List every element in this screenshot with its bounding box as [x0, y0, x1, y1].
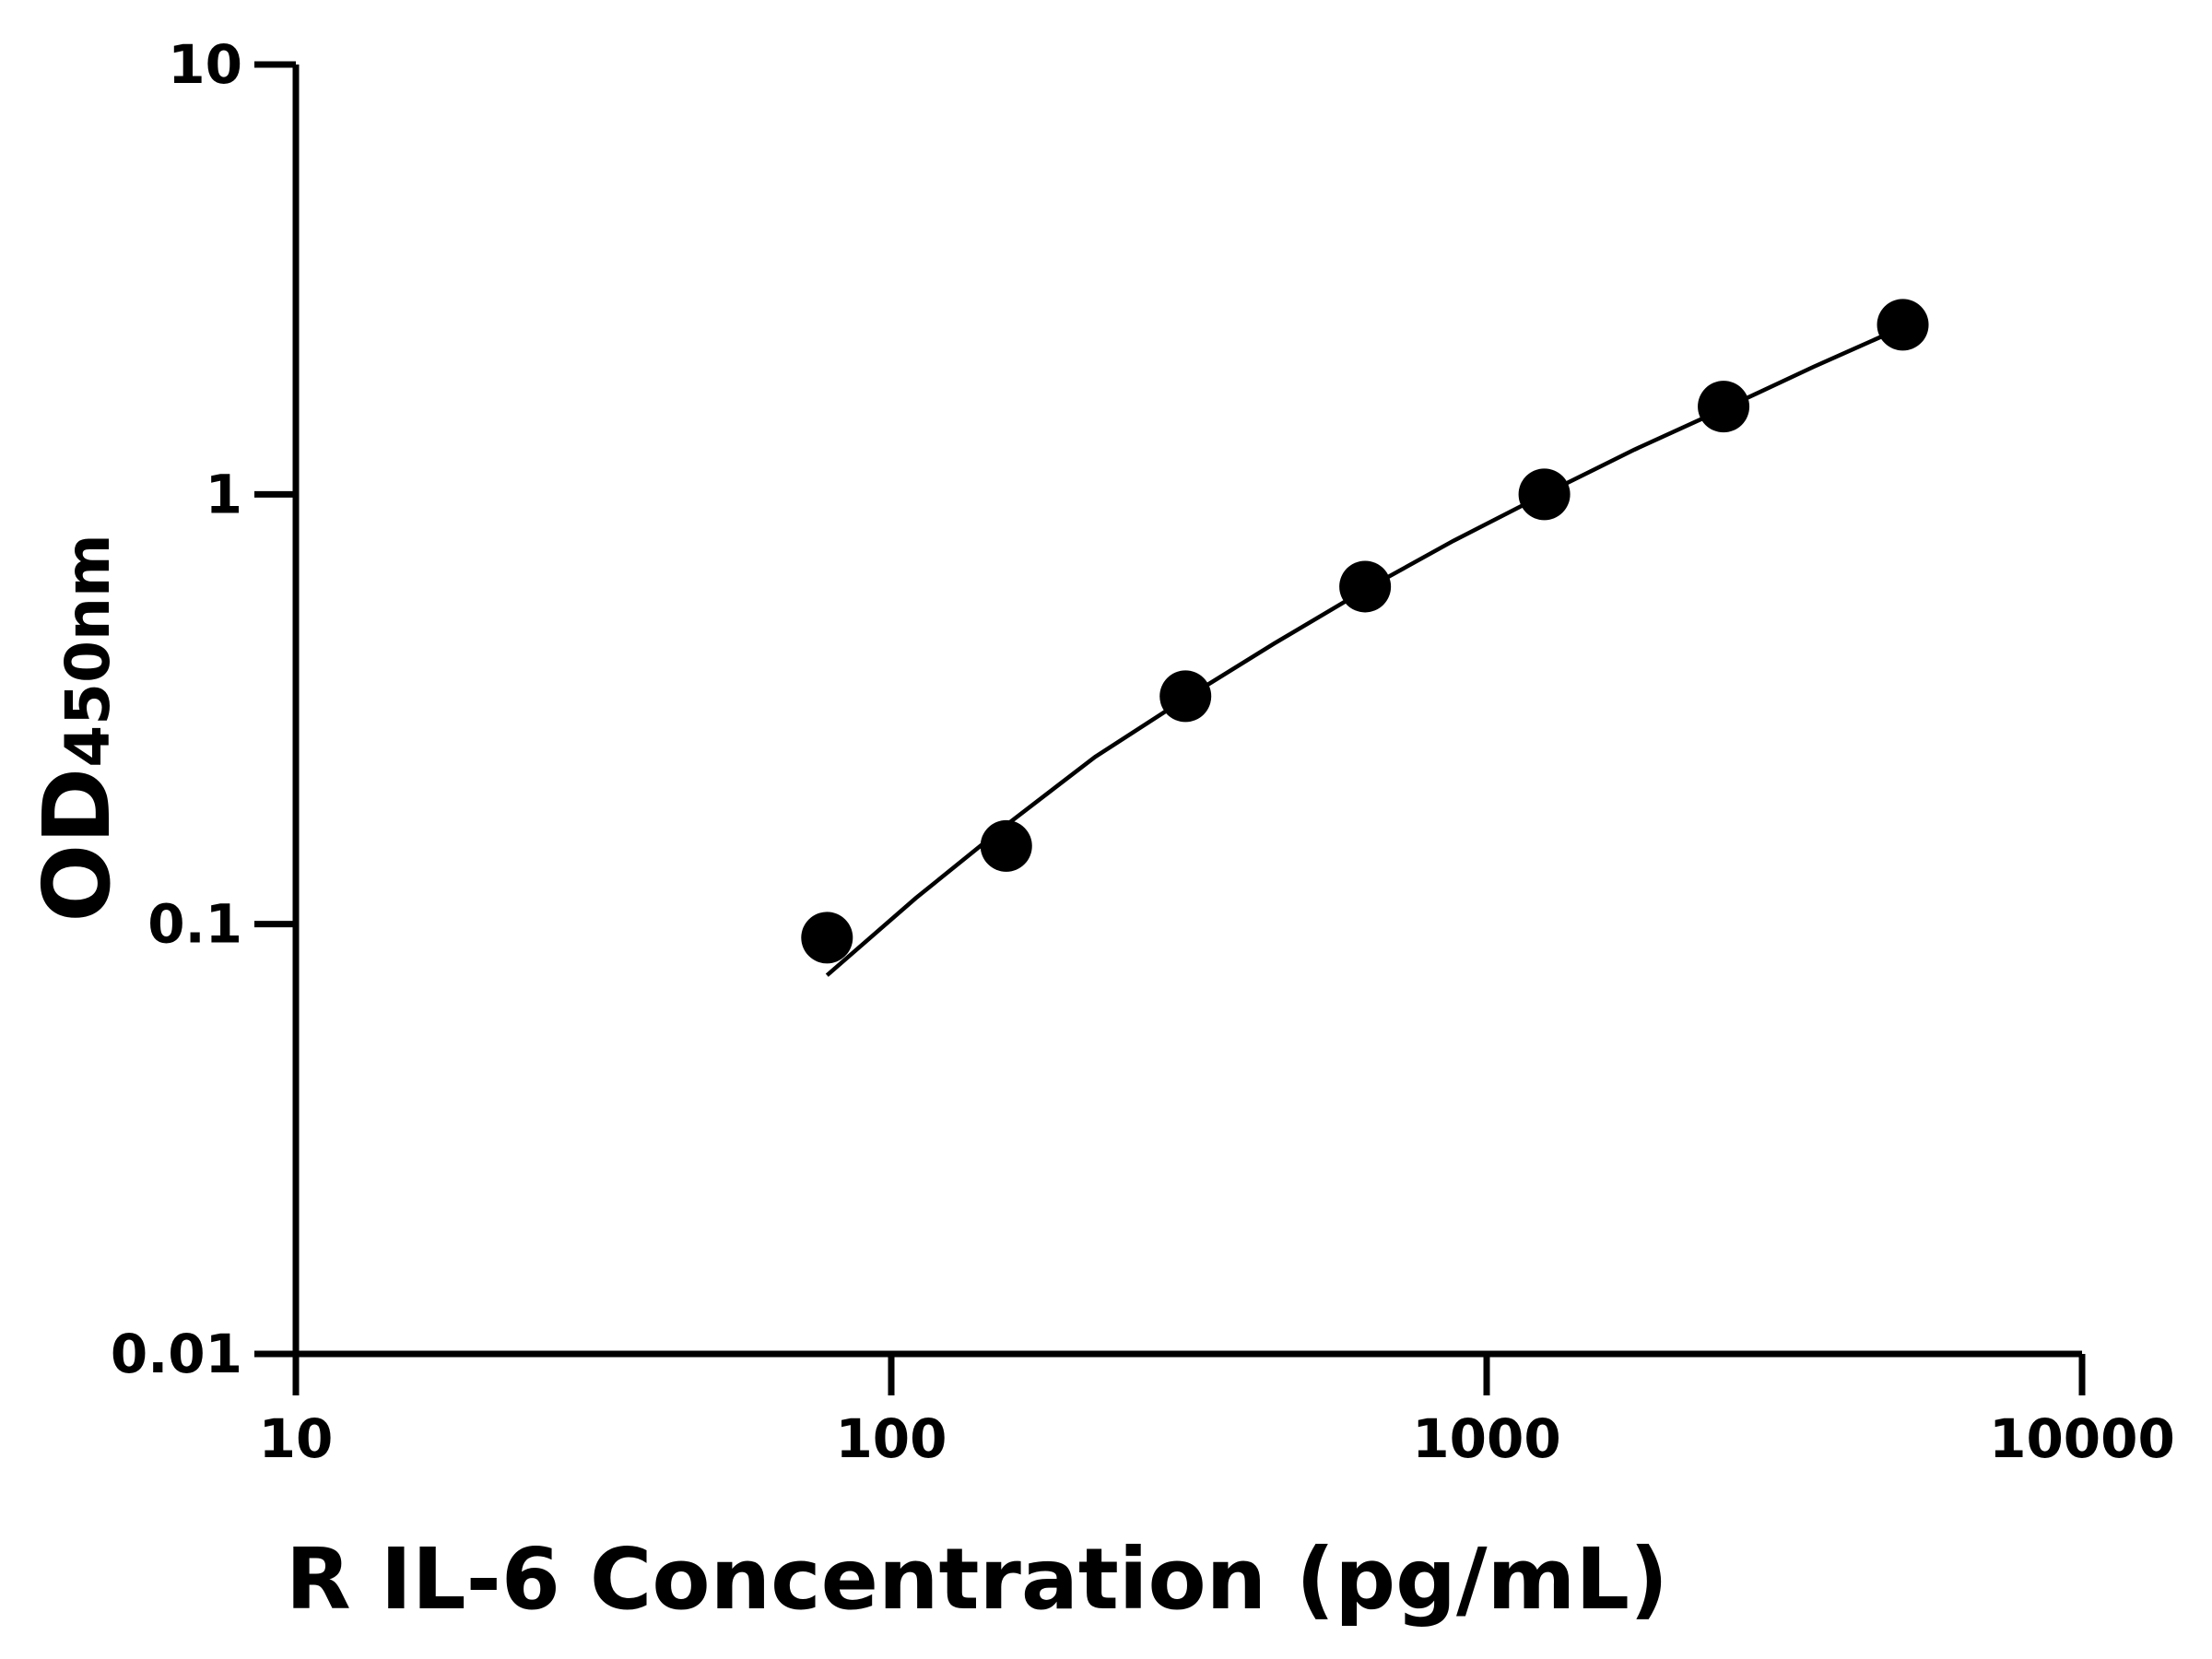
data-points — [801, 299, 1929, 964]
data-point — [1698, 381, 1750, 433]
y-axis-title-sub: 450nm — [53, 534, 124, 768]
x-tick-label: 1000 — [1412, 1407, 1560, 1470]
ticks: 10 100 1000 10000 0.01 0.1 1 10 — [111, 33, 2175, 1470]
x-tick-label: 10000 — [1989, 1407, 2175, 1470]
data-point — [1518, 468, 1571, 521]
y-tick-label: 1 — [206, 463, 242, 525]
x-tick-label: 10 — [259, 1407, 334, 1470]
axes — [292, 65, 2082, 1358]
x-tick-label: 100 — [835, 1407, 947, 1470]
data-point — [801, 912, 853, 964]
y-tick-label: 0.01 — [111, 1323, 242, 1385]
y-axis-title-main: OD — [23, 768, 131, 923]
data-point — [1877, 299, 1929, 351]
y-axis-title: OD450nm — [23, 534, 131, 923]
data-point — [1339, 560, 1392, 613]
y-tick-label: 0.1 — [147, 893, 242, 956]
y-tick-label: 10 — [168, 33, 242, 96]
x-axis-title: R IL-6 Concentration (pg/mL) — [286, 1530, 1668, 1629]
data-point — [980, 819, 1032, 872]
data-point — [1159, 670, 1212, 723]
